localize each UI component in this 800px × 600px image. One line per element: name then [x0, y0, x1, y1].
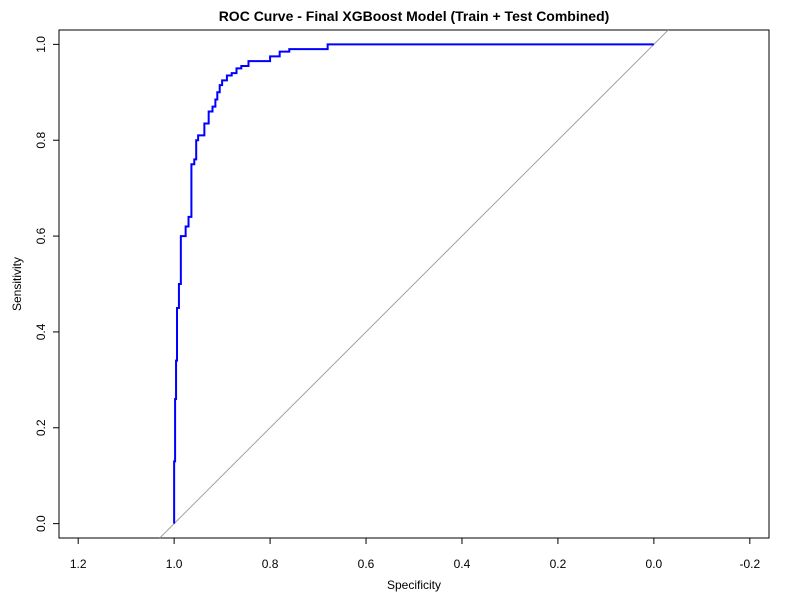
y-axis-label: Sensitivity — [10, 257, 24, 311]
y-tick-label: 0.0 — [34, 515, 48, 532]
chart-title: ROC Curve - Final XGBoost Model (Train +… — [219, 8, 610, 24]
x-tick-label: -0.2 — [739, 557, 760, 571]
y-axis: 0.0 0.2 0.4 0.6 0.8 1.0 — [34, 36, 59, 532]
y-tick-label: 0.4 — [34, 323, 48, 340]
diagonal-reference-line — [159, 29, 669, 539]
x-axis-label: Specificity — [387, 578, 441, 592]
roc-curve-line — [173, 43, 654, 524]
y-tick-label: 0.8 — [34, 132, 48, 149]
plot-frame — [58, 29, 770, 539]
x-tick-label: 1.0 — [166, 557, 183, 571]
x-tick-label: 1.2 — [70, 557, 87, 571]
x-axis: 1.2 1.0 0.8 0.6 0.4 0.2 0.0 -0.2 — [70, 538, 760, 571]
y-tick-label: 0.2 — [34, 419, 48, 436]
x-tick-label: 0.4 — [454, 557, 471, 571]
y-tick-label: 0.6 — [34, 227, 48, 244]
x-tick-label: 0.0 — [646, 557, 663, 571]
series-layer — [173, 43, 654, 524]
x-tick-label: 0.8 — [262, 557, 279, 571]
x-tick-label: 0.2 — [550, 557, 567, 571]
x-tick-label: 0.6 — [358, 557, 375, 571]
y-tick-label: 1.0 — [34, 36, 48, 53]
